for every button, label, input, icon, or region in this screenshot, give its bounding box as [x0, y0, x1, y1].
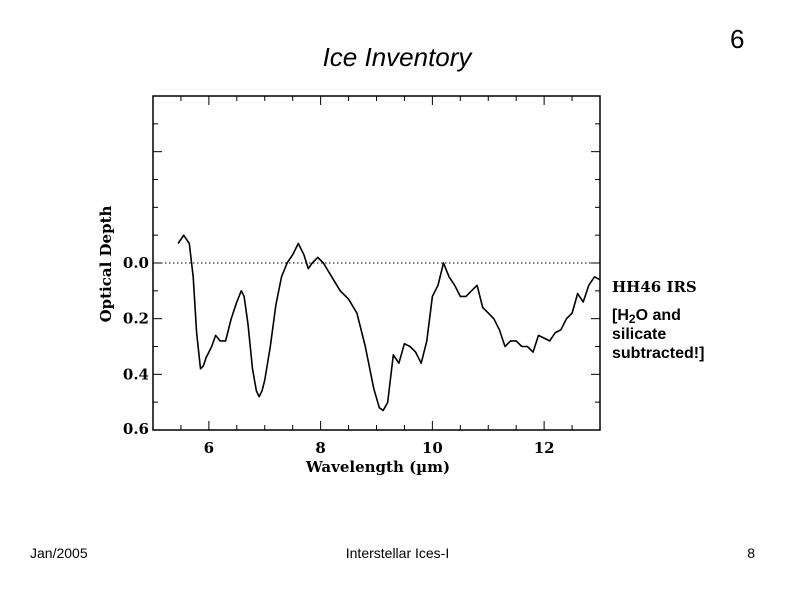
footer-page-number: 8 [747, 545, 755, 561]
slide-number: 6 [730, 24, 745, 54]
x-tick-label: 6 [204, 439, 214, 457]
footer-date: Jan/2005 [30, 545, 88, 561]
plot-frame [152, 95, 601, 431]
footer-title: Interstellar Ices-I [345, 545, 450, 561]
x-tick-label: 8 [315, 439, 325, 457]
subtraction-note: [H2O and silicate subtracted!] [612, 306, 704, 363]
x-tick-label: 10 [422, 439, 443, 457]
y-tick-label: 0.2 [123, 310, 149, 328]
note-line-1: [H2O and [612, 307, 681, 326]
slide-title: Ice Inventory [322, 42, 472, 72]
y-tick-label: 0.4 [123, 365, 149, 383]
axis-tick-labels: 6 8 10 12 0.0 0.2 0.4 0.6 [123, 254, 555, 457]
axis-ticks [153, 96, 600, 430]
note-line-3: subtracted!] [612, 345, 705, 362]
x-axis-label: Wavelength (µm) [305, 458, 450, 476]
y-tick-label: 0.0 [123, 254, 149, 272]
x-tick-label: 12 [534, 439, 555, 457]
spectrum-line [177, 234, 601, 412]
note-line-2: silicate [612, 326, 667, 343]
y-tick-label: 0.6 [123, 420, 149, 438]
y-axis-label: Optical Depth [97, 205, 115, 322]
object-label: HH46 IRS [612, 278, 697, 296]
subscript-2: 2 [628, 312, 636, 326]
